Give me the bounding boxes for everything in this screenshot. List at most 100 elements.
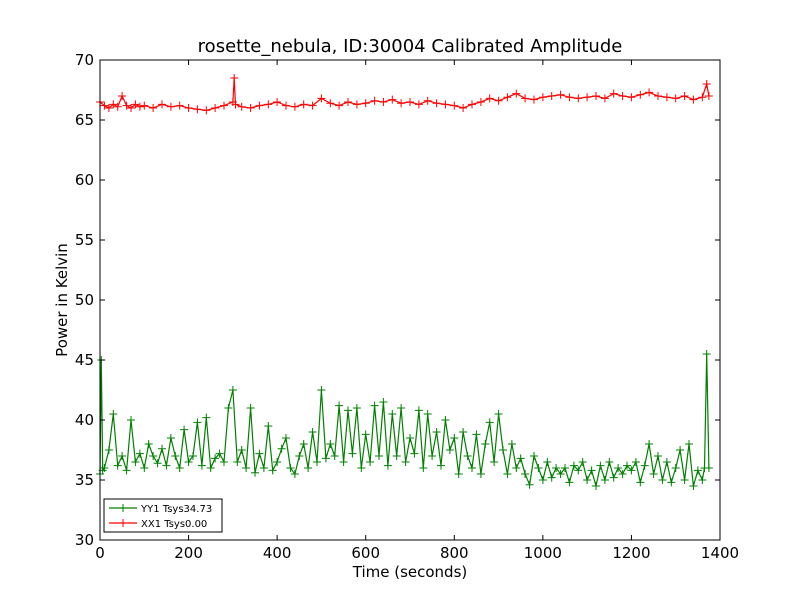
data-point (432, 99, 441, 108)
data-point (662, 93, 671, 102)
data-point (485, 418, 494, 427)
data-point (339, 458, 348, 466)
x-axis-label: Time (seconds) (352, 563, 468, 581)
data-point (388, 95, 397, 104)
data-point (538, 476, 547, 484)
data-point (512, 89, 521, 98)
data-point (370, 401, 379, 410)
data-point (658, 476, 667, 484)
data-point (547, 473, 556, 482)
data-point (645, 440, 654, 448)
data-point (454, 470, 463, 478)
data-point (693, 466, 702, 475)
data-point (583, 476, 592, 484)
x-tick-label: 1400 (701, 544, 739, 562)
data-point (406, 98, 414, 106)
data-point (197, 461, 206, 470)
data-point (282, 101, 290, 110)
data-point (627, 93, 636, 102)
data-point (140, 464, 149, 472)
data-point (361, 430, 370, 439)
data-point (149, 104, 158, 112)
data-point (127, 416, 135, 424)
data-point (299, 100, 308, 109)
data-point (583, 93, 592, 102)
data-point (375, 452, 383, 460)
data-point (521, 470, 530, 478)
data-point (246, 404, 255, 412)
data-point (344, 406, 352, 415)
data-point (242, 464, 251, 472)
data-point (556, 90, 565, 99)
data-point (104, 446, 113, 454)
data-point (450, 434, 459, 442)
data-point (636, 478, 645, 487)
data-point (321, 454, 330, 463)
data-point (304, 464, 313, 472)
data-point (370, 96, 379, 105)
data-point (534, 464, 543, 472)
data-point (530, 95, 538, 104)
data-point (565, 93, 574, 102)
data-point (379, 398, 388, 406)
data-point (596, 461, 605, 470)
data-point (494, 410, 503, 418)
data-point (295, 452, 304, 460)
data-point (671, 94, 680, 103)
data-point (299, 440, 308, 448)
y-tick-label: 70 (75, 51, 94, 69)
data-point (704, 92, 713, 100)
data-point (459, 104, 468, 112)
data-point (224, 404, 233, 412)
data-point (419, 464, 428, 472)
series-layer (96, 74, 713, 490)
data-point (344, 98, 352, 106)
data-point (476, 98, 485, 106)
legend-marker (119, 519, 127, 527)
data-point (118, 452, 127, 460)
y-tick-label: 35 (75, 471, 94, 489)
data-point (153, 459, 162, 468)
data-point (202, 106, 211, 115)
data-point (100, 464, 109, 472)
data-point (259, 464, 268, 472)
data-point (166, 102, 175, 111)
data-point (494, 96, 503, 105)
data-point (423, 96, 432, 105)
x-tick-label: 400 (263, 544, 292, 562)
data-point (135, 449, 144, 458)
data-point (441, 100, 450, 109)
data-point (233, 458, 242, 466)
data-point (423, 410, 432, 418)
data-point (702, 80, 711, 88)
legend: YY1 Tsys34.73 XX1 Tsys0.00 (103, 498, 223, 533)
data-point (251, 468, 259, 477)
data-point (158, 100, 166, 109)
data-point (352, 100, 361, 109)
data-point (689, 482, 698, 490)
data-point (326, 99, 335, 108)
data-point (277, 444, 286, 453)
data-point (468, 100, 476, 109)
data-point (184, 458, 193, 466)
data-point (171, 452, 180, 460)
data-point (578, 458, 587, 466)
data-point (180, 425, 189, 434)
data-point (109, 100, 118, 109)
data-point (361, 99, 370, 108)
y-tick-label: 30 (75, 531, 94, 549)
data-point (468, 464, 476, 472)
x-tick-label: 1000 (524, 544, 562, 562)
data-point (543, 458, 552, 466)
y-tick-label: 40 (75, 411, 94, 429)
data-point (255, 101, 264, 110)
data-point (175, 464, 184, 472)
data-point (587, 466, 596, 475)
data-point (618, 92, 627, 100)
data-point (410, 449, 419, 458)
data-point (503, 470, 512, 478)
data-point (131, 100, 140, 109)
legend-entry: YY1 Tsys34.73 (140, 504, 212, 515)
data-point (392, 452, 401, 460)
